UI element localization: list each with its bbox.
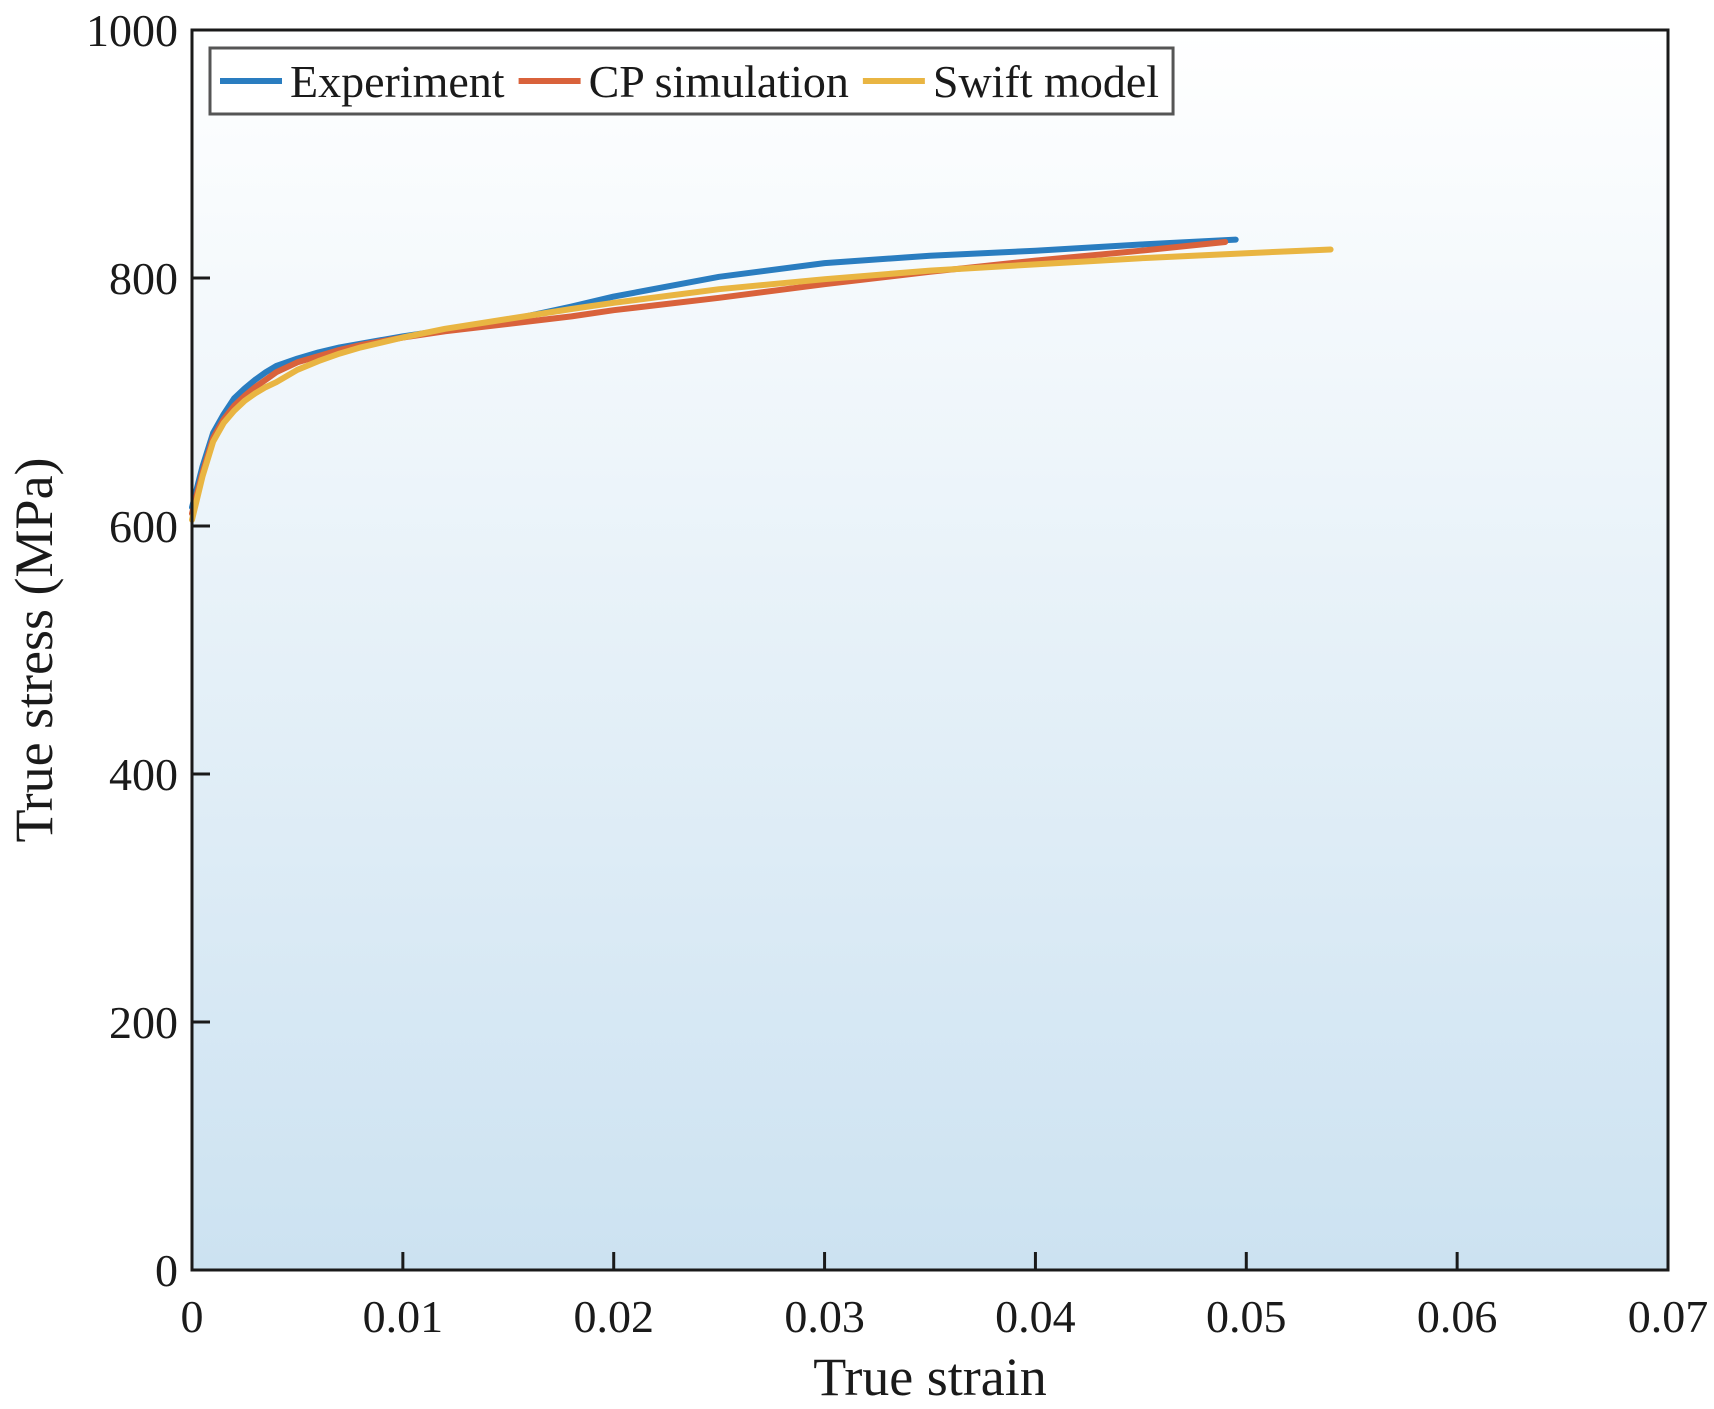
x-tick-label: 0.01 — [363, 1291, 444, 1342]
y-tick-label: 1000 — [86, 5, 178, 56]
y-tick-label: 600 — [109, 501, 178, 552]
y-tick-label: 200 — [109, 997, 178, 1048]
legend-label-experiment: Experiment — [290, 56, 505, 107]
x-tick-label: 0.07 — [1628, 1291, 1709, 1342]
x-tick-label: 0 — [181, 1291, 204, 1342]
x-tick-label: 0.06 — [1417, 1291, 1498, 1342]
y-tick-label: 800 — [109, 253, 178, 304]
x-tick-label: 0.03 — [784, 1291, 865, 1342]
axes-layer: 0 0.01 0.02 0.03 0.04 0.05 0.06 0.07 0 200 400 600 8… — [86, 5, 1708, 1342]
y-axis-title: True stress (MPa) — [4, 457, 64, 842]
y-tick-label: 0 — [155, 1245, 178, 1296]
legend-box — [208, 46, 1175, 116]
legend-label-swift-model: Swift model — [933, 56, 1159, 107]
plot-frame — [190, 28, 1670, 1272]
x-tick-label: 0.05 — [1206, 1291, 1287, 1342]
legend-label-cp-simulation: CP simulation — [589, 56, 849, 107]
y-tick-label: 400 — [109, 749, 178, 800]
plot-background — [192, 30, 1668, 1270]
series-line-swift-model — [189, 246, 1334, 523]
x-tick-label: 0.02 — [573, 1291, 654, 1342]
series-layer — [189, 236, 1334, 523]
x-axis-title: True strain — [813, 1347, 1047, 1407]
legend: Experiment CP simulation Swift model — [208, 46, 1175, 116]
x-tick-label: 0.04 — [995, 1291, 1076, 1342]
